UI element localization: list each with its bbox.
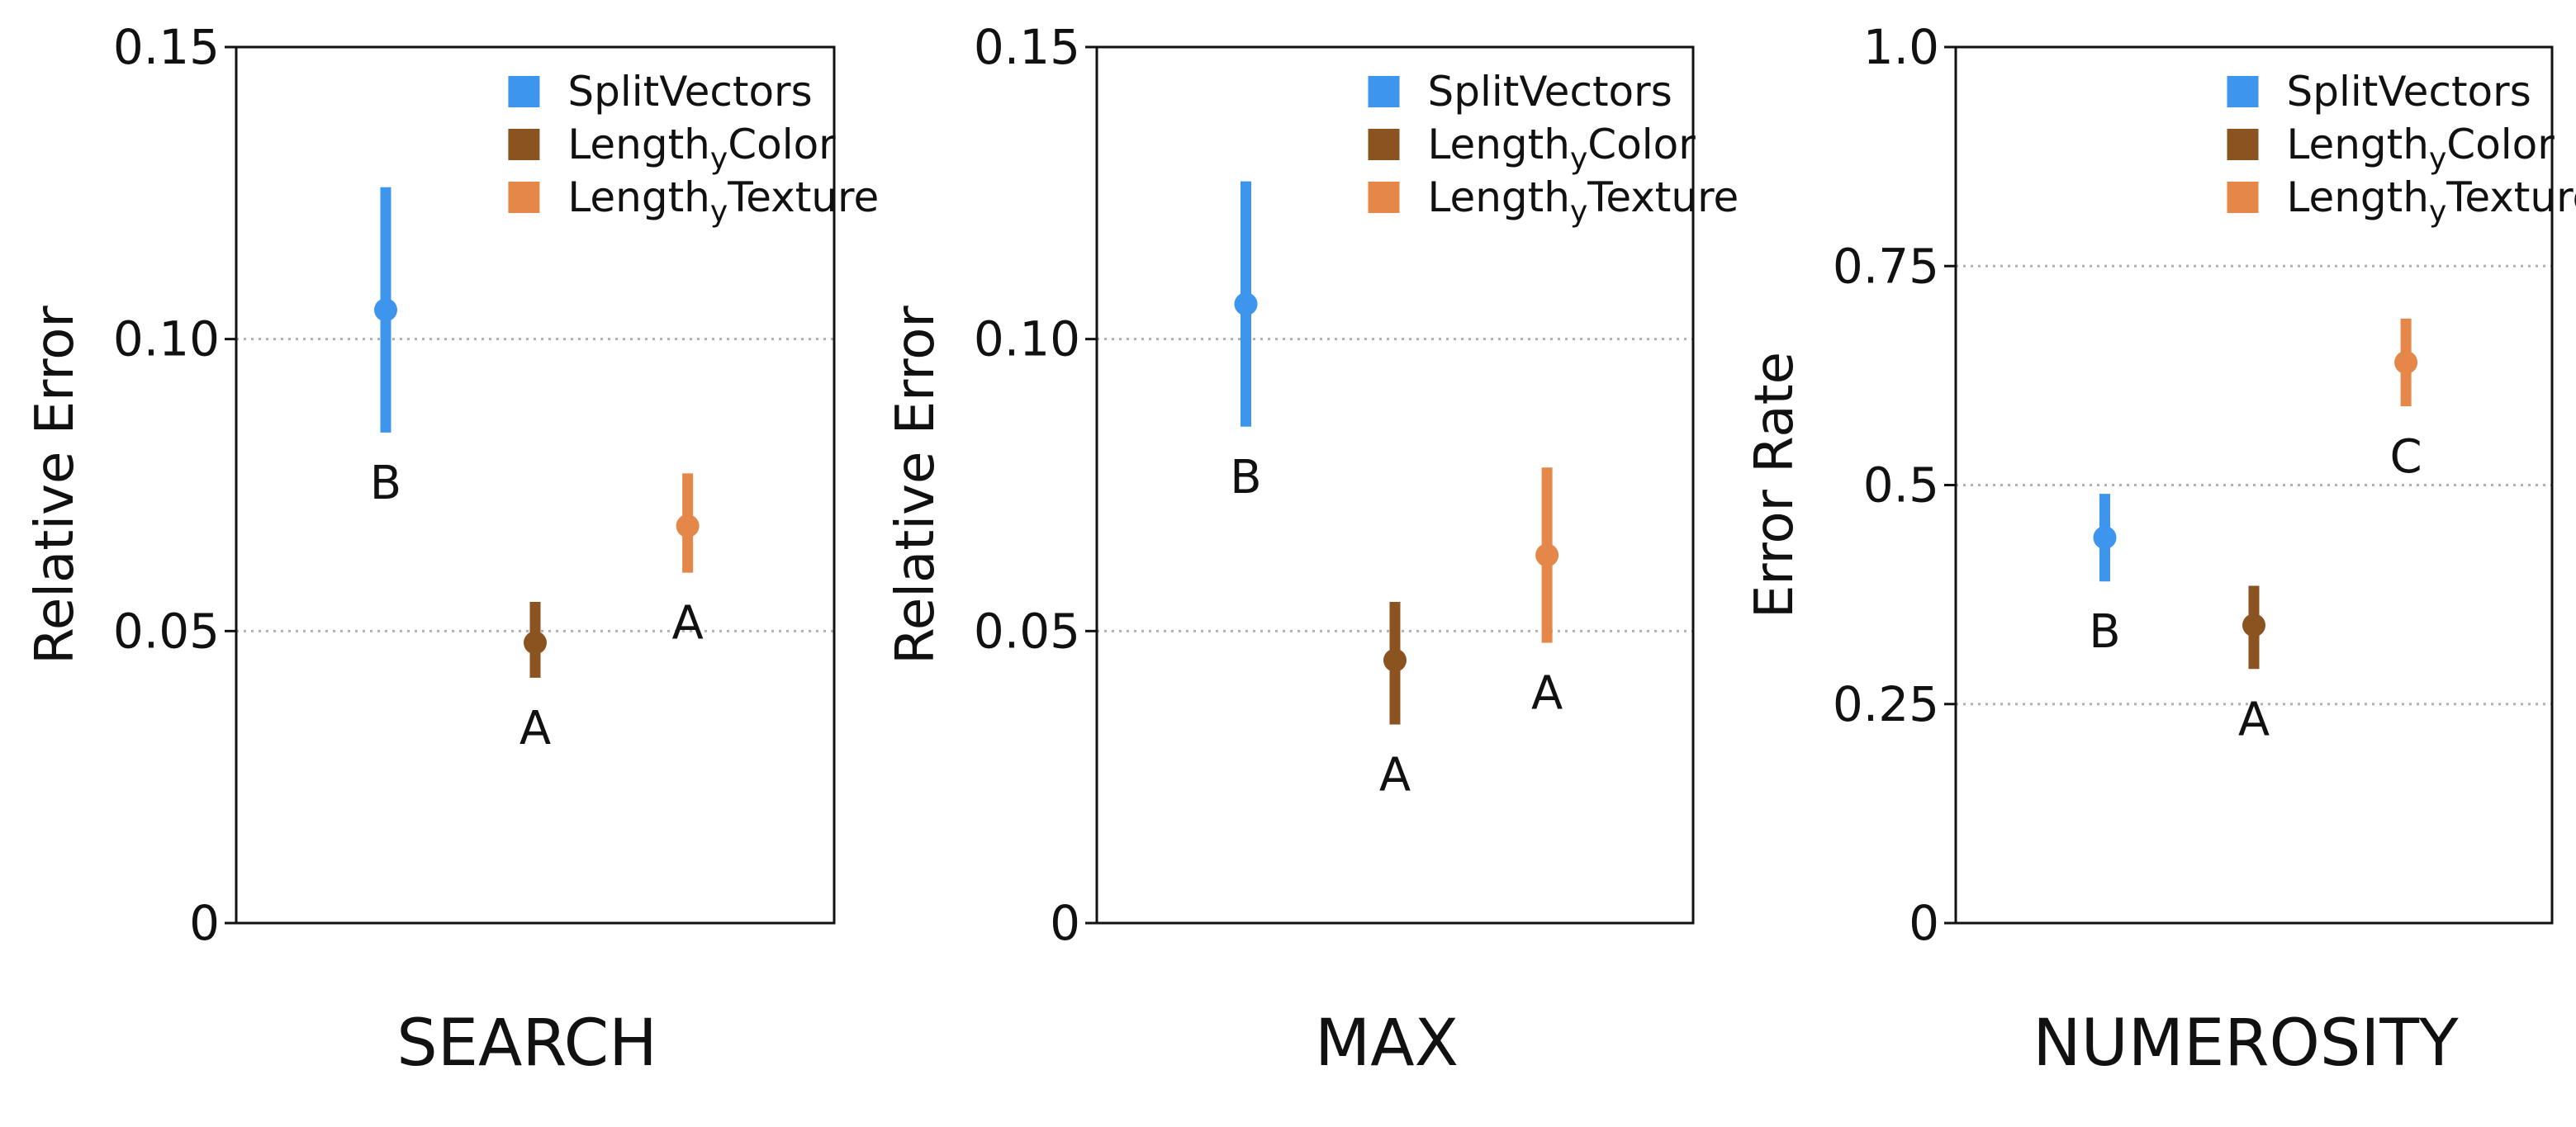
data-point [676, 514, 700, 538]
chart-panel-2: 0 0.25 0.5 0.75 1.0 Error Rate NUMEROSITY Split… [1744, 19, 2576, 1081]
legend-swatch [508, 129, 540, 160]
legend-swatch [1368, 182, 1400, 213]
y-tick-label: 0.10 [113, 311, 220, 367]
plot-frame [1095, 45, 1695, 925]
y-tick-label: 0.05 [974, 603, 1080, 659]
y-axis-label: Error Rate [1744, 352, 1805, 618]
data-point [2093, 526, 2117, 550]
data-point [2242, 613, 2265, 637]
y-axis-label: Relative Error [25, 305, 86, 665]
group-label: A [519, 702, 551, 755]
legend-label: LengthyTexture [567, 173, 879, 229]
y-tick-label: 1.0 [1863, 19, 1939, 75]
legend-label: SplitVectors [2287, 68, 2531, 116]
data-point [1535, 543, 1559, 567]
y-tick-label: 0.05 [113, 603, 220, 659]
chart-panel-0: 0 0.05 0.10 0.15 Relative Error SEARCH SplitVe… [25, 19, 879, 1081]
legend-label: SplitVectors [567, 68, 812, 116]
y-tick-label: 0 [1050, 895, 1080, 951]
legend-swatch [1368, 76, 1400, 107]
legend-label: LengthyColor [1428, 121, 1696, 176]
x-axis-title: SEARCH [396, 1006, 657, 1081]
legend-swatch [1368, 129, 1400, 160]
group-label: B [2089, 605, 2120, 659]
group-label: A [671, 597, 703, 651]
data-point [374, 298, 397, 322]
data-point [524, 631, 547, 655]
legend-label: LengthyTexture [1428, 173, 1739, 229]
group-label: A [1379, 749, 1411, 803]
plot-frame [235, 45, 836, 925]
chart-panel-1: 0 0.05 0.10 0.15 Relative Error MAX SplitVecto… [885, 19, 1739, 1081]
legend-swatch [2227, 76, 2259, 107]
y-tick-label: 0.25 [1833, 676, 1939, 732]
legend-swatch [508, 182, 540, 213]
y-axis-label: Relative Error [885, 305, 946, 665]
group-label: B [1230, 451, 1261, 504]
y-tick-label: 0 [189, 895, 220, 951]
legend-swatch [2227, 182, 2259, 213]
legend-label: LengthyColor [567, 121, 836, 176]
data-point [1383, 648, 1407, 672]
x-axis-title: NUMEROSITY [2033, 1006, 2459, 1081]
y-tick-label: 0.15 [974, 19, 1080, 75]
group-label: B [370, 457, 401, 510]
legend-swatch [508, 76, 540, 107]
y-tick-label: 0 [1909, 895, 1939, 951]
data-point [2394, 350, 2418, 374]
data-point [1234, 292, 1258, 316]
y-tick-label: 0.15 [113, 19, 220, 75]
group-label: C [2390, 430, 2422, 484]
legend-swatch [2227, 129, 2259, 160]
x-axis-title: MAX [1315, 1006, 1459, 1081]
group-label: A [2238, 693, 2270, 746]
group-label: A [1531, 666, 1563, 720]
legend-label: LengthyTexture [2287, 173, 2576, 229]
y-tick-label: 0.10 [974, 311, 1080, 367]
y-tick-label: 0.75 [1833, 238, 1939, 294]
y-tick-label: 0.5 [1863, 457, 1939, 514]
legend-label: SplitVectors [1428, 68, 1672, 116]
legend-label: LengthyColor [2287, 121, 2555, 176]
